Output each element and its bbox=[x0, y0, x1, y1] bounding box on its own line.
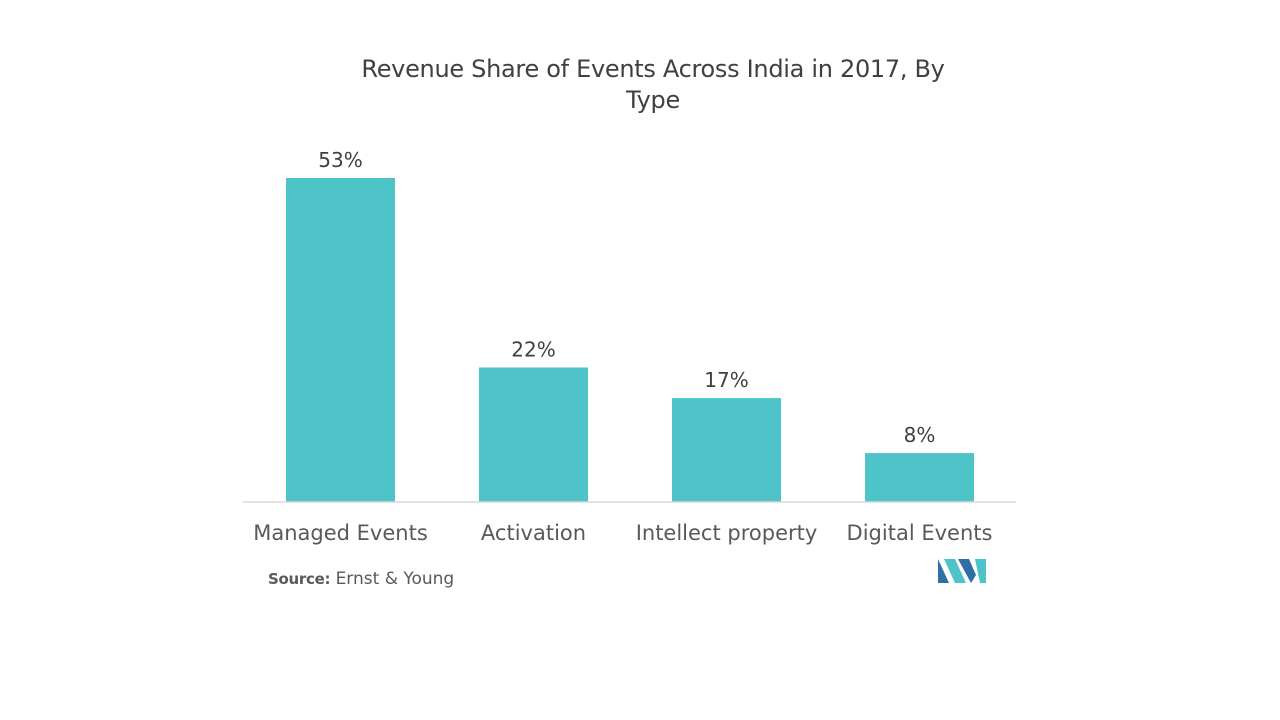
data-label: 53% bbox=[318, 148, 362, 172]
logo-mark-right bbox=[975, 559, 986, 583]
data-label: 22% bbox=[511, 338, 555, 362]
chart-title: Revenue Share of Events Across India in … bbox=[361, 55, 945, 114]
bar-activation bbox=[479, 367, 588, 502]
logo-mark-left bbox=[938, 559, 949, 583]
source-text: Ernst & Young bbox=[335, 569, 455, 589]
logo-mark-mid-a bbox=[944, 559, 966, 583]
bar-intellect-property bbox=[672, 398, 781, 502]
x-tick-labels-group: Managed Events Activation Intellect proper… bbox=[253, 521, 992, 545]
x-tick-label: Digital Events bbox=[847, 521, 993, 545]
data-labels-group: 53% 22% 17% 8% bbox=[318, 148, 935, 447]
data-label: 17% bbox=[704, 368, 748, 392]
x-tick-label: Intellect property bbox=[636, 521, 818, 545]
bar-digital-events bbox=[865, 453, 974, 502]
source-note: Source: Ernst & Young bbox=[268, 569, 454, 589]
bars-group bbox=[286, 178, 974, 502]
logo-mark-mid-b bbox=[958, 559, 976, 583]
x-tick-label: Activation bbox=[481, 521, 586, 545]
data-label: 8% bbox=[904, 423, 936, 447]
bar-managed-events bbox=[286, 178, 395, 502]
source-prefix: Source: bbox=[268, 570, 331, 588]
x-tick-label: Managed Events bbox=[253, 521, 428, 545]
mordor-intelligence-logo-icon bbox=[938, 559, 986, 583]
